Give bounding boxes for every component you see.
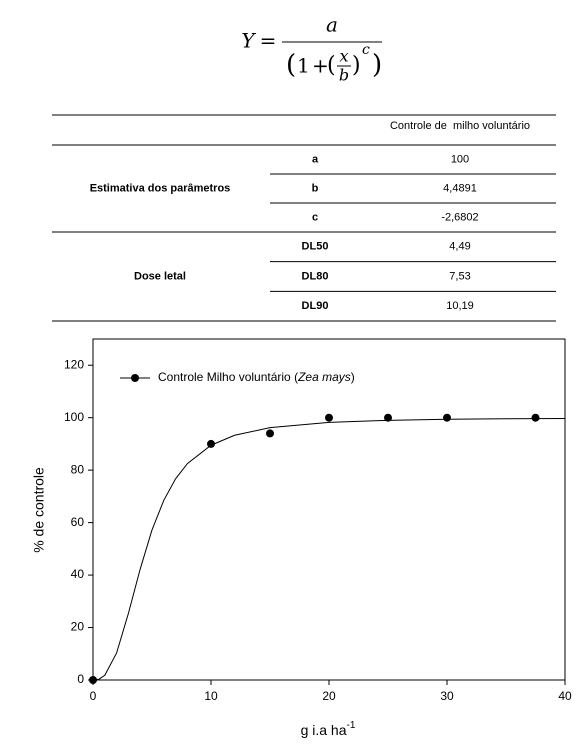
y-tick-label: 20 [71,620,85,634]
x-axis-label-sup: -1 [347,720,356,731]
formula-one: 1 [297,54,310,78]
row-value: 4,4891 [443,182,477,194]
x-tick-label: 30 [440,689,454,703]
row-label: DL80 [302,270,329,282]
point [325,413,333,422]
row-label: a [312,153,319,165]
fit-line [92,417,566,681]
y-tick-label: 0 [77,672,84,686]
x-tick-label: 10 [204,689,218,703]
paren: ) [372,50,382,80]
row-value: -2,6802 [441,211,478,223]
formula-c: c [362,42,370,58]
legend-label: Controle Milho voluntário (Zea mays) [158,370,355,384]
table: Controle de milho voluntário Estimativa … [52,114,556,322]
point [443,413,451,422]
formula-numerator: a [326,13,338,37]
y-tick-label: 80 [71,462,85,476]
row-label: DL90 [302,300,329,312]
row-label: c [312,211,318,223]
legend-label-part: ) [351,370,355,384]
formula: Y = a ( 1 + ( x b ) c ) [241,13,382,85]
y-tick-label: 100 [64,410,84,424]
row-label: b [312,182,319,194]
y-tick-label: 120 [64,357,84,371]
formula-lhs: Y [241,29,256,53]
row-value: 100 [451,153,469,165]
paren: ( [286,50,296,80]
formula-equals: = [260,29,277,53]
group-label: Estimativa dos parâmetros [90,182,231,194]
x-tick-label: 20 [322,689,336,703]
legend-label-part: Controle Milho voluntário ( [158,370,298,384]
paren: ) [352,53,361,78]
y-axis-label: % de controle [31,467,47,553]
point [384,413,392,422]
formula-plus: + [312,54,329,78]
formula-x: x [339,47,348,66]
x-axis-label-text: g i.a ha [301,722,347,738]
point [266,429,274,438]
legend-label-part: Zea mays [297,370,351,384]
chart: 0 20 40 60 80 100 120 0 10 20 30 40 % de controle g i… [31,338,572,738]
formula-b: b [339,66,349,85]
y-tick-label: 40 [71,567,85,581]
point [207,439,215,448]
plot-frame [92,338,566,681]
row-value: 7,53 [449,270,470,282]
legend-marker [131,374,139,382]
table-header: Controle de milho voluntário [390,120,530,132]
group-label: Dose letal [134,270,186,282]
x-tick-label: 40 [558,689,572,703]
row-label: DL50 [302,241,329,253]
row-value: 4,49 [449,241,470,253]
point [531,413,540,422]
x-axis-label: g i.a ha-1 [301,720,356,738]
y-tick-label: 60 [71,515,85,529]
x-tick-label: 0 [90,689,97,703]
paren: ( [327,53,336,78]
row-value: 10,19 [446,300,474,312]
